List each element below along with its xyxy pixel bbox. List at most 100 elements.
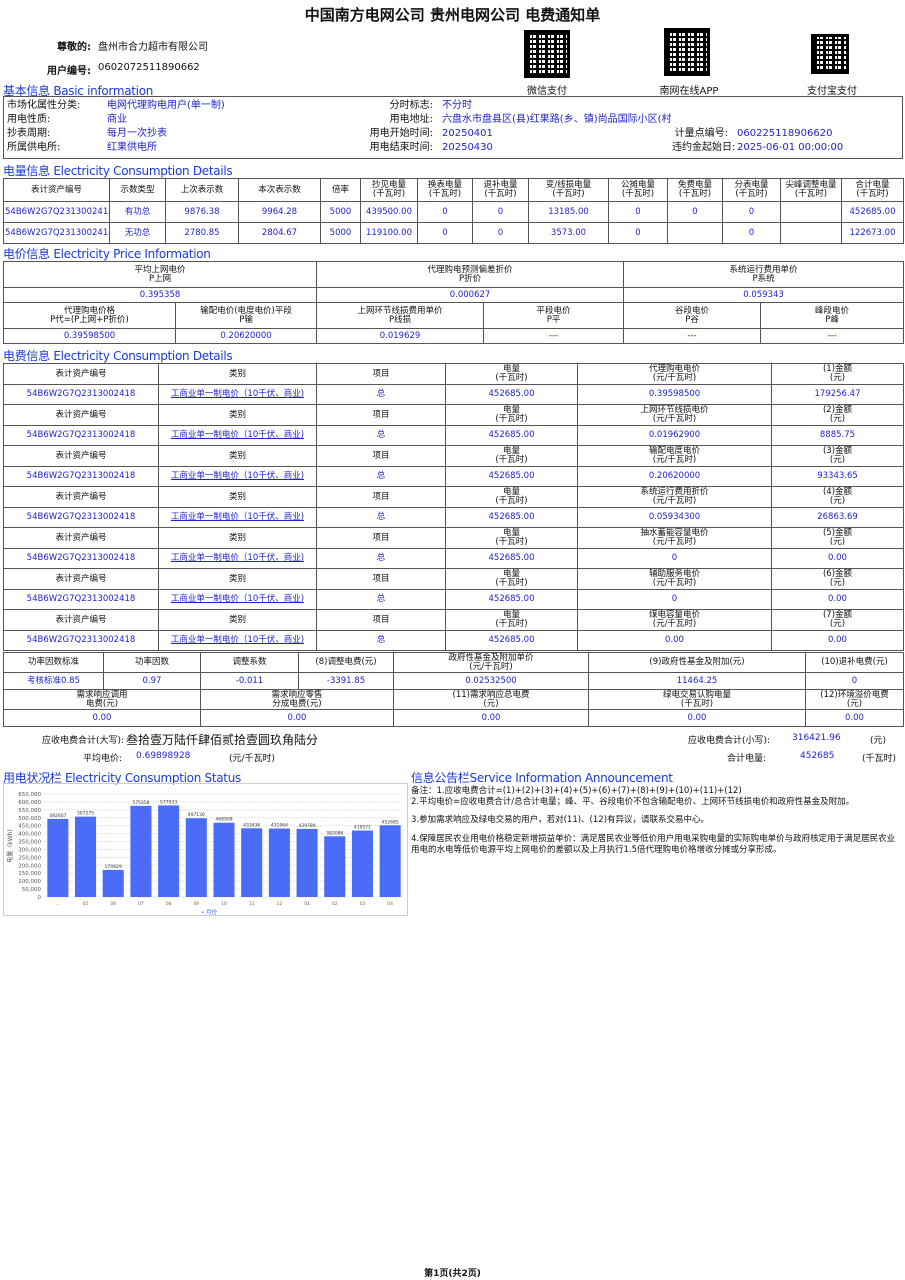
column-header: 上网环节线损费用单价 P线损 [316,302,485,329]
fee-value: 工商业单一制电价（10千伏、商业) [158,589,317,610]
qr-code-icon[interactable] [811,34,849,74]
table-cell: 0 [472,201,529,223]
fee-value: 54B6W2G7Q2313002418 [3,466,159,487]
x-tick-label: 06 [110,901,116,907]
x-tick-label: 04 [387,901,393,907]
basic-info-title: 基本信息 Basic information [3,84,154,98]
fee-value: 0.00 [771,589,904,610]
fee-value: 0.00 [577,630,772,651]
table-row: 54B6W2G7Q2313002418 有功总 9876.38 9964.28 5000… [3,201,904,223]
column-header: 项目 [316,527,446,549]
column-header: (6)金额 (元) [771,568,904,590]
status-title: 用电状况栏 Electricity Consumption Status [3,771,241,785]
column-header: 代理购电价格 P代=(P上网+P折价) [3,302,176,329]
total-lower-unit: (元) [870,736,887,746]
data-label: 419571 [354,825,371,831]
fee-header-row: 表计资产编号 类别 项目 电量 (千瓦时) 代理购电电价 (元/千瓦时) (1)金额 (元… [3,363,904,385]
column-header: 合计电量 (千瓦时) [841,178,904,202]
column-header: 退补电量 (千瓦时) [472,178,529,202]
fee-value: 452685.00 [445,589,578,610]
adjust-value: -3391.85 [298,672,394,690]
fee-header-row: 表计资产编号 类别 项目 电量 (千瓦时) 抽水蓄能容量电价 (元/千瓦时) (5)金额 … [3,527,904,549]
avg-price: 0.69898928 [136,751,191,761]
column-header: 表计资产编号 [3,609,159,631]
price-value: --- [760,328,905,344]
y-tick-label: 300,000 [18,847,41,853]
fee-value: 93343.65 [771,466,904,487]
fee-header-row: 表计资产编号 类别 项目 电量 (千瓦时) 系统运行费用折价 (元/千瓦时) (4)金额 … [3,486,904,508]
column-header: 类别 [158,568,317,590]
x-tick-label: 10 [221,901,227,907]
price-value: 0.39598500 [3,328,176,344]
table-cell: 0 [417,201,473,223]
basic-info-row: 用电性质: 商业 用电地址: 六盘水市盘县区(县)红果路(乡、镇)尚品国际小区(村) [6,113,902,127]
page-number: 第1页(共2页) [424,1269,481,1279]
x-tick-label: 09 [193,901,199,907]
basic-info-label: 市场化属性分类: [7,100,81,112]
customer-id-label: 用户编号: [47,66,91,77]
column-header: 类别 [158,404,317,426]
column-header: (8)调整电费(元) [298,652,394,673]
announce-line: 4.保障居民农业用电价格稳定新增损益单价：满足居民农业等低价用户用电采购电量的实… [411,834,896,855]
basic-info-value: 20250430 [442,142,493,154]
column-header: 倍率 [320,178,361,202]
column-header: 上网环节线损电价 (元/千瓦时) [577,404,772,426]
fee-value: 0.00 [771,630,904,651]
price-value-row: 0.395358 0.000627 0.059343 [2,287,905,303]
fee-value: 54B6W2G7Q2313002418 [3,630,159,651]
basic-info-row: 抄表周期: 每月一次抄表 用电开始时间: 20250401 计量点编号: 06022511… [6,127,902,141]
column-header: 分表电量 (千瓦时) [722,178,781,202]
column-header: 类别 [158,609,317,631]
table-cell: 54B6W2G7Q2313002418 [3,201,110,223]
adjust-value: 11464.25 [588,672,806,690]
x-tick-label: 11 [249,901,255,907]
fee-value: 8885.75 [771,425,904,446]
basic-info-value: 每月一次抄表 [107,128,167,140]
data-label: 468908 [215,817,232,823]
qr-label-app: 南网在线APP [659,86,719,97]
qr-code-icon[interactable] [664,28,710,76]
column-header: 项目 [316,363,446,385]
y-tick-label: 50,000 [22,887,42,893]
bar [130,805,152,897]
table-cell: 13185.00 [528,201,609,223]
fee-value: 0.01962900 [577,425,772,446]
column-header: 煤电容量电价 (元/千瓦时) [577,609,772,631]
column-header: 电量 (千瓦时) [445,609,578,631]
column-header: 绿电交易认购电量 (千瓦时) [588,689,806,710]
fee-value: 452685.00 [445,425,578,446]
qr-label-alipay: 支付宝支付 [807,86,857,97]
price-title: 电价信息 Electricity Price Information [3,247,211,261]
x-tick-label: 05 [83,901,89,907]
fee-value: 452685.00 [445,507,578,528]
adjust-value: 0.97 [103,672,201,690]
column-header: 项目 [316,609,446,631]
basic-info-label: 分时标志: [389,100,433,112]
basic-info-value: 红果供电所 [107,142,157,154]
qr-label-wechat: 微信支付 [527,86,567,97]
column-header: 表计资产编号 [3,445,159,467]
table-cell: 439500.00 [360,201,418,223]
column-header: 电量 (千瓦时) [445,363,578,385]
y-tick-label: 150,000 [18,871,41,877]
table-cell: 0 [472,222,529,244]
adjust-value: 考核标准0.85 [3,672,104,690]
column-header: (1)金额 (元) [771,363,904,385]
column-header: 平均上网电价 P上网 [2,261,318,288]
column-header: 系统运行费用折价 (元/千瓦时) [577,486,772,508]
basic-info-value: 六盘水市盘县区(县)红果路(乡、镇)尚品国际小区(村) [442,114,671,126]
fee-value: 0.00 [771,548,904,569]
column-header: 公摊电量 (千瓦时) [608,178,668,202]
data-label: 170929 [105,864,122,870]
column-header: 辅助服务电价 (元/千瓦时) [577,568,772,590]
bar [324,836,346,897]
table-cell: 122673.00 [841,222,904,244]
fee-value: 总 [316,384,446,405]
basic-info-label [671,113,736,127]
table-cell [667,222,723,244]
column-header: 抽水蓄能容量电价 (元/千瓦时) [577,527,772,549]
fee-value: 452685.00 [445,630,578,651]
qr-code-icon[interactable] [524,30,570,78]
total-kwh-label: 合计电量: [727,754,767,764]
column-header: 政府性基金及附加单价 (元/千瓦时) [393,652,589,673]
